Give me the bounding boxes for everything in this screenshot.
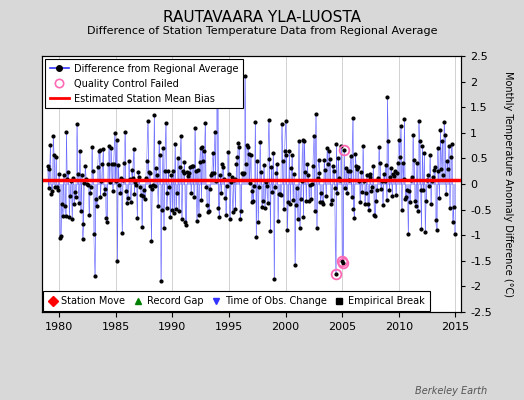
Text: Difference of Station Temperature Data from Regional Average: Difference of Station Temperature Data f…	[87, 26, 437, 36]
Text: Berkeley Earth: Berkeley Earth	[415, 386, 487, 396]
Y-axis label: Monthly Temperature Anomaly Difference (°C): Monthly Temperature Anomaly Difference (…	[503, 71, 513, 297]
Text: RAUTAVAARA YLA-LUOSTA: RAUTAVAARA YLA-LUOSTA	[163, 10, 361, 25]
Legend: Station Move, Record Gap, Time of Obs. Change, Empirical Break: Station Move, Record Gap, Time of Obs. C…	[43, 291, 430, 311]
